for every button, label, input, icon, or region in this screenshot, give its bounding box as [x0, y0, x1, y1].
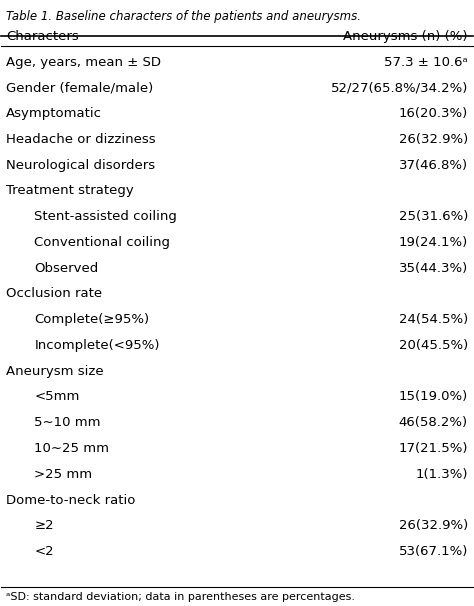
Text: Dome-to-neck ratio: Dome-to-neck ratio: [6, 493, 136, 507]
Text: Asymptomatic: Asymptomatic: [6, 107, 102, 120]
Text: 17(21.5%): 17(21.5%): [399, 442, 468, 455]
Text: 57.3 ± 10.6ᵃ: 57.3 ± 10.6ᵃ: [384, 56, 468, 68]
Text: 15(19.0%): 15(19.0%): [399, 390, 468, 404]
Text: Stent-assisted coiling: Stent-assisted coiling: [35, 210, 177, 223]
Text: Age, years, mean ± SD: Age, years, mean ± SD: [6, 56, 161, 68]
Text: <2: <2: [35, 545, 54, 558]
Text: 25(31.6%): 25(31.6%): [399, 210, 468, 223]
Text: Aneurysms (n) (%): Aneurysms (n) (%): [343, 30, 468, 43]
Text: Neurological disorders: Neurological disorders: [6, 159, 155, 171]
Text: 16(20.3%): 16(20.3%): [399, 107, 468, 120]
Text: Incomplete(<95%): Incomplete(<95%): [35, 339, 160, 352]
Text: 52/27(65.8%/34.2%): 52/27(65.8%/34.2%): [330, 81, 468, 95]
Text: Complete(≥95%): Complete(≥95%): [35, 313, 149, 326]
Text: 24(54.5%): 24(54.5%): [399, 313, 468, 326]
Text: 26(32.9%): 26(32.9%): [399, 519, 468, 532]
Text: Aneurysm size: Aneurysm size: [6, 365, 104, 378]
Text: Characters: Characters: [6, 30, 79, 43]
Text: 19(24.1%): 19(24.1%): [399, 236, 468, 249]
Text: 26(32.9%): 26(32.9%): [399, 133, 468, 146]
Text: 37(46.8%): 37(46.8%): [399, 159, 468, 171]
Text: Treatment strategy: Treatment strategy: [6, 184, 134, 198]
Text: 20(45.5%): 20(45.5%): [399, 339, 468, 352]
Text: 35(44.3%): 35(44.3%): [399, 262, 468, 275]
Text: <5mm: <5mm: [35, 390, 80, 404]
Text: 1(1.3%): 1(1.3%): [415, 468, 468, 481]
Text: 10∼25 mm: 10∼25 mm: [35, 442, 109, 455]
Text: ᵃSD: standard deviation; data in parentheses are percentages.: ᵃSD: standard deviation; data in parenth…: [6, 592, 355, 602]
Text: Table 1. Baseline characters of the patients and aneurysms.: Table 1. Baseline characters of the pati…: [6, 10, 361, 24]
Text: >25 mm: >25 mm: [35, 468, 92, 481]
Text: Headache or dizziness: Headache or dizziness: [6, 133, 156, 146]
Text: 46(58.2%): 46(58.2%): [399, 416, 468, 429]
Text: Conventional coiling: Conventional coiling: [35, 236, 170, 249]
Text: Occlusion rate: Occlusion rate: [6, 287, 102, 301]
Text: 5∼10 mm: 5∼10 mm: [35, 416, 101, 429]
Text: Gender (female/male): Gender (female/male): [6, 81, 154, 95]
Text: Observed: Observed: [35, 262, 99, 275]
Text: ≥2: ≥2: [35, 519, 54, 532]
Text: 53(67.1%): 53(67.1%): [399, 545, 468, 558]
